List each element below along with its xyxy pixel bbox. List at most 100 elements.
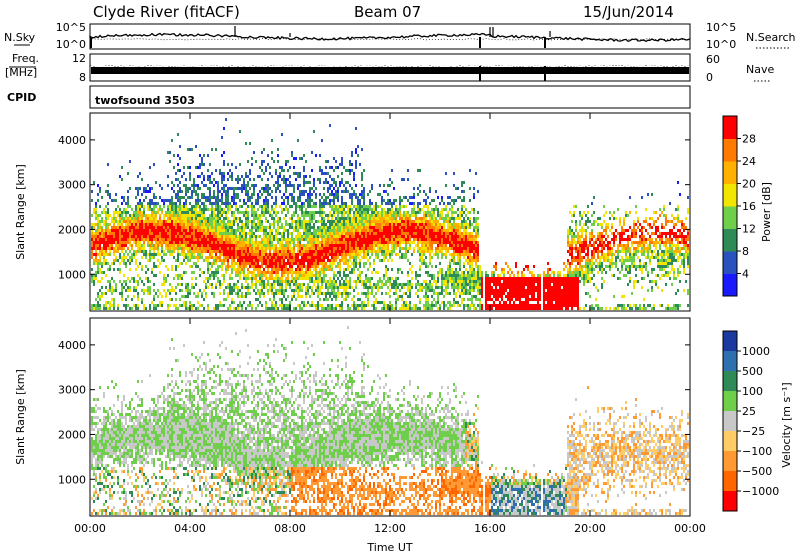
range-cell: [393, 187, 395, 190]
range-cell: [329, 205, 331, 208]
range-cell: [353, 175, 355, 178]
range-cell: [221, 253, 223, 256]
range-cell: [179, 196, 181, 199]
range-cell: [173, 154, 175, 157]
range-cell: [359, 277, 361, 280]
range-cell: [147, 190, 149, 193]
range-cell: [139, 172, 141, 175]
range-cell: [209, 208, 211, 211]
range-cell: [243, 301, 245, 304]
range-cell: [353, 307, 355, 310]
range-cell: [343, 232, 345, 235]
range-cell: [319, 262, 321, 265]
range-cell: [393, 247, 395, 250]
range-cell: [371, 238, 373, 241]
range-cell: [231, 259, 233, 262]
range-cell: [147, 232, 149, 235]
range-cell: [155, 244, 157, 247]
range-cell: [139, 232, 141, 235]
range-cell: [369, 190, 371, 193]
range-cell: [205, 199, 207, 202]
range-cell: [341, 223, 343, 226]
range-cell: [391, 253, 393, 256]
range-cell: [309, 196, 311, 199]
range-cell: [125, 226, 127, 229]
range-cell: [257, 223, 259, 226]
range-cell: [391, 307, 393, 310]
range-cell: [135, 253, 137, 256]
range-cell: [181, 244, 183, 247]
range-cell: [241, 247, 243, 250]
range-cell: [151, 223, 153, 226]
range-cell: [185, 286, 187, 289]
range-cell: [181, 229, 183, 232]
range-cell: [215, 238, 217, 241]
range-cell: [351, 229, 353, 232]
range-cell: [207, 217, 209, 220]
range-cell: [421, 247, 423, 250]
range-cell: [157, 202, 159, 205]
range-cell: [231, 289, 233, 292]
range-cell: [159, 262, 161, 265]
range-cell: [325, 250, 327, 253]
range-cell: [273, 250, 275, 253]
range-cell: [423, 199, 425, 202]
range-cell: [137, 226, 139, 229]
range-cell: [237, 223, 239, 226]
range-cell: [239, 226, 241, 229]
range-cell: [217, 226, 219, 229]
range-cell: [345, 277, 347, 280]
range-cell: [283, 181, 285, 184]
range-cell: [353, 220, 355, 223]
range-cell: [283, 178, 285, 181]
range-cell: [253, 190, 255, 193]
range-cell: [125, 223, 127, 226]
range-cell: [265, 208, 267, 211]
range-cell: [335, 226, 337, 229]
range-cell: [265, 205, 267, 208]
range-cell: [357, 280, 359, 283]
range-cell: [157, 223, 159, 226]
range-cell: [303, 256, 305, 259]
range-cell: [283, 304, 285, 307]
range-cell: [221, 244, 223, 247]
range-cell: [221, 220, 223, 223]
range-cell: [311, 220, 313, 223]
range-cell: [423, 238, 425, 241]
range-cell: [99, 226, 101, 229]
range-cell: [387, 277, 389, 280]
range-cell: [267, 211, 269, 214]
range-cell: [215, 250, 217, 253]
range-cell: [357, 154, 359, 157]
range-cell: [141, 247, 143, 250]
range-cell: [387, 292, 389, 295]
range-cell: [337, 217, 339, 220]
range-cell: [211, 235, 213, 238]
range-cell: [307, 265, 309, 268]
range-cell: [281, 196, 283, 199]
range-cell: [353, 301, 355, 304]
range-cell: [331, 304, 333, 307]
range-cell: [357, 253, 359, 256]
range-cell: [235, 217, 237, 220]
range-cell: [381, 232, 383, 235]
range-cell: [245, 238, 247, 241]
range-cell: [193, 217, 195, 220]
range-cell: [411, 223, 413, 226]
range-cell: [363, 211, 365, 214]
nsearch-label: N.Search: [746, 31, 796, 44]
range-cell: [287, 274, 289, 277]
range-cell: [397, 232, 399, 235]
range-cell: [279, 220, 281, 223]
range-cell: [291, 295, 293, 298]
range-cell: [385, 202, 387, 205]
range-cell: [237, 268, 239, 271]
range-cell: [203, 235, 205, 238]
range-cell: [233, 286, 235, 289]
range-cell: [153, 163, 155, 166]
range-cell: [333, 253, 335, 256]
range-cell: [139, 187, 141, 190]
range-cell: [233, 283, 235, 286]
range-cell: [251, 229, 253, 232]
range-cell: [109, 196, 111, 199]
